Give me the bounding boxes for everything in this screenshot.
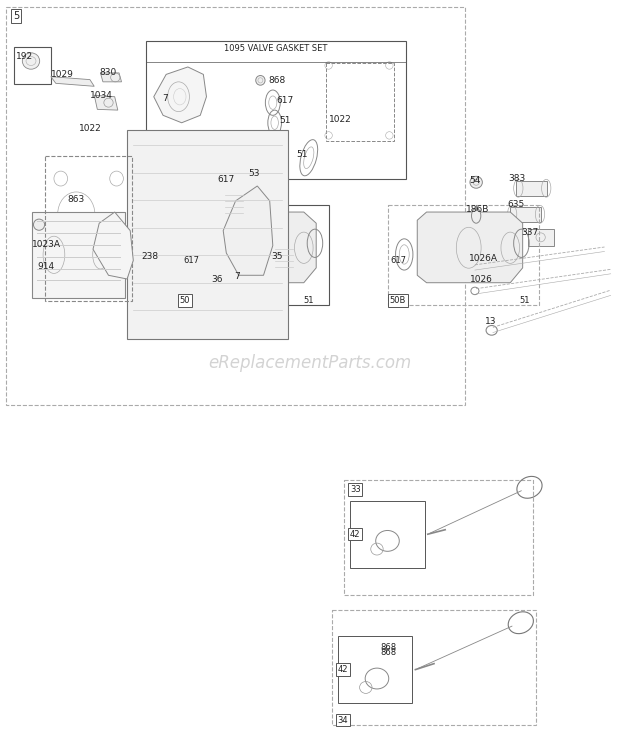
- Text: 35: 35: [272, 252, 283, 261]
- Ellipse shape: [470, 176, 482, 188]
- Text: 13: 13: [485, 317, 497, 326]
- Text: 1023A: 1023A: [32, 240, 61, 248]
- Text: 1034: 1034: [90, 91, 113, 100]
- Text: 51: 51: [520, 296, 530, 305]
- Bar: [510, 207, 541, 222]
- Polygon shape: [93, 212, 133, 279]
- Text: 50: 50: [180, 296, 190, 305]
- Bar: [223, 190, 245, 219]
- Text: 868: 868: [268, 76, 286, 85]
- Bar: [326, 63, 394, 141]
- Ellipse shape: [146, 173, 202, 243]
- Bar: [146, 41, 406, 179]
- Polygon shape: [94, 95, 118, 110]
- Bar: [32, 212, 125, 298]
- Polygon shape: [51, 77, 94, 86]
- Text: 383: 383: [508, 174, 526, 183]
- Text: 863: 863: [67, 195, 84, 204]
- Text: 186B: 186B: [466, 205, 490, 214]
- Text: 1022: 1022: [79, 124, 102, 133]
- Text: 7: 7: [234, 272, 239, 281]
- Bar: [127, 130, 288, 339]
- Bar: [14, 47, 51, 84]
- Text: 51: 51: [296, 150, 308, 158]
- Text: 1022: 1022: [329, 115, 352, 124]
- Text: 192: 192: [16, 52, 33, 61]
- Polygon shape: [417, 212, 523, 283]
- Text: 1026: 1026: [470, 275, 493, 284]
- Text: 33: 33: [350, 485, 361, 494]
- Text: 42: 42: [350, 530, 360, 539]
- Text: 1026A: 1026A: [469, 254, 498, 263]
- Bar: [273, 244, 294, 274]
- Text: 1029: 1029: [51, 70, 74, 79]
- Text: 5: 5: [13, 11, 19, 22]
- Text: 36: 36: [211, 275, 223, 284]
- Bar: [332, 610, 536, 725]
- Text: 42: 42: [338, 665, 348, 674]
- Polygon shape: [223, 186, 273, 275]
- Bar: [45, 156, 132, 301]
- Text: 868: 868: [381, 648, 397, 657]
- Ellipse shape: [22, 53, 40, 69]
- Text: 617: 617: [390, 256, 406, 265]
- Bar: [338, 636, 412, 703]
- Bar: [6, 7, 465, 405]
- Ellipse shape: [33, 219, 45, 231]
- Text: 51: 51: [279, 116, 291, 125]
- Text: 868: 868: [381, 643, 397, 652]
- Bar: [528, 229, 554, 246]
- Ellipse shape: [234, 170, 245, 187]
- Polygon shape: [154, 67, 206, 123]
- Text: 238: 238: [141, 252, 159, 261]
- Polygon shape: [211, 212, 316, 283]
- Ellipse shape: [220, 173, 276, 243]
- Text: 34: 34: [337, 716, 348, 725]
- Text: 617: 617: [276, 96, 293, 105]
- Text: 51: 51: [304, 296, 314, 305]
- Text: 54: 54: [469, 176, 481, 185]
- Text: 337: 337: [521, 228, 538, 237]
- Bar: [177, 205, 329, 305]
- Ellipse shape: [255, 75, 265, 86]
- Bar: [516, 181, 547, 196]
- Text: 617: 617: [184, 256, 200, 265]
- Ellipse shape: [472, 208, 481, 223]
- Bar: [350, 501, 425, 568]
- Text: 830: 830: [99, 68, 117, 77]
- Text: eReplacementParts.com: eReplacementParts.com: [208, 354, 412, 372]
- Text: 1095 VALVE GASKET SET: 1095 VALVE GASKET SET: [224, 44, 327, 53]
- Polygon shape: [100, 73, 122, 82]
- Bar: [238, 170, 273, 189]
- Bar: [344, 480, 533, 595]
- Text: 50B: 50B: [390, 296, 406, 305]
- Text: 617: 617: [217, 175, 234, 184]
- Text: 914: 914: [37, 262, 55, 271]
- Text: 7: 7: [162, 94, 168, 103]
- Bar: [388, 205, 539, 305]
- Text: 53: 53: [248, 169, 260, 178]
- Text: 635: 635: [507, 200, 525, 209]
